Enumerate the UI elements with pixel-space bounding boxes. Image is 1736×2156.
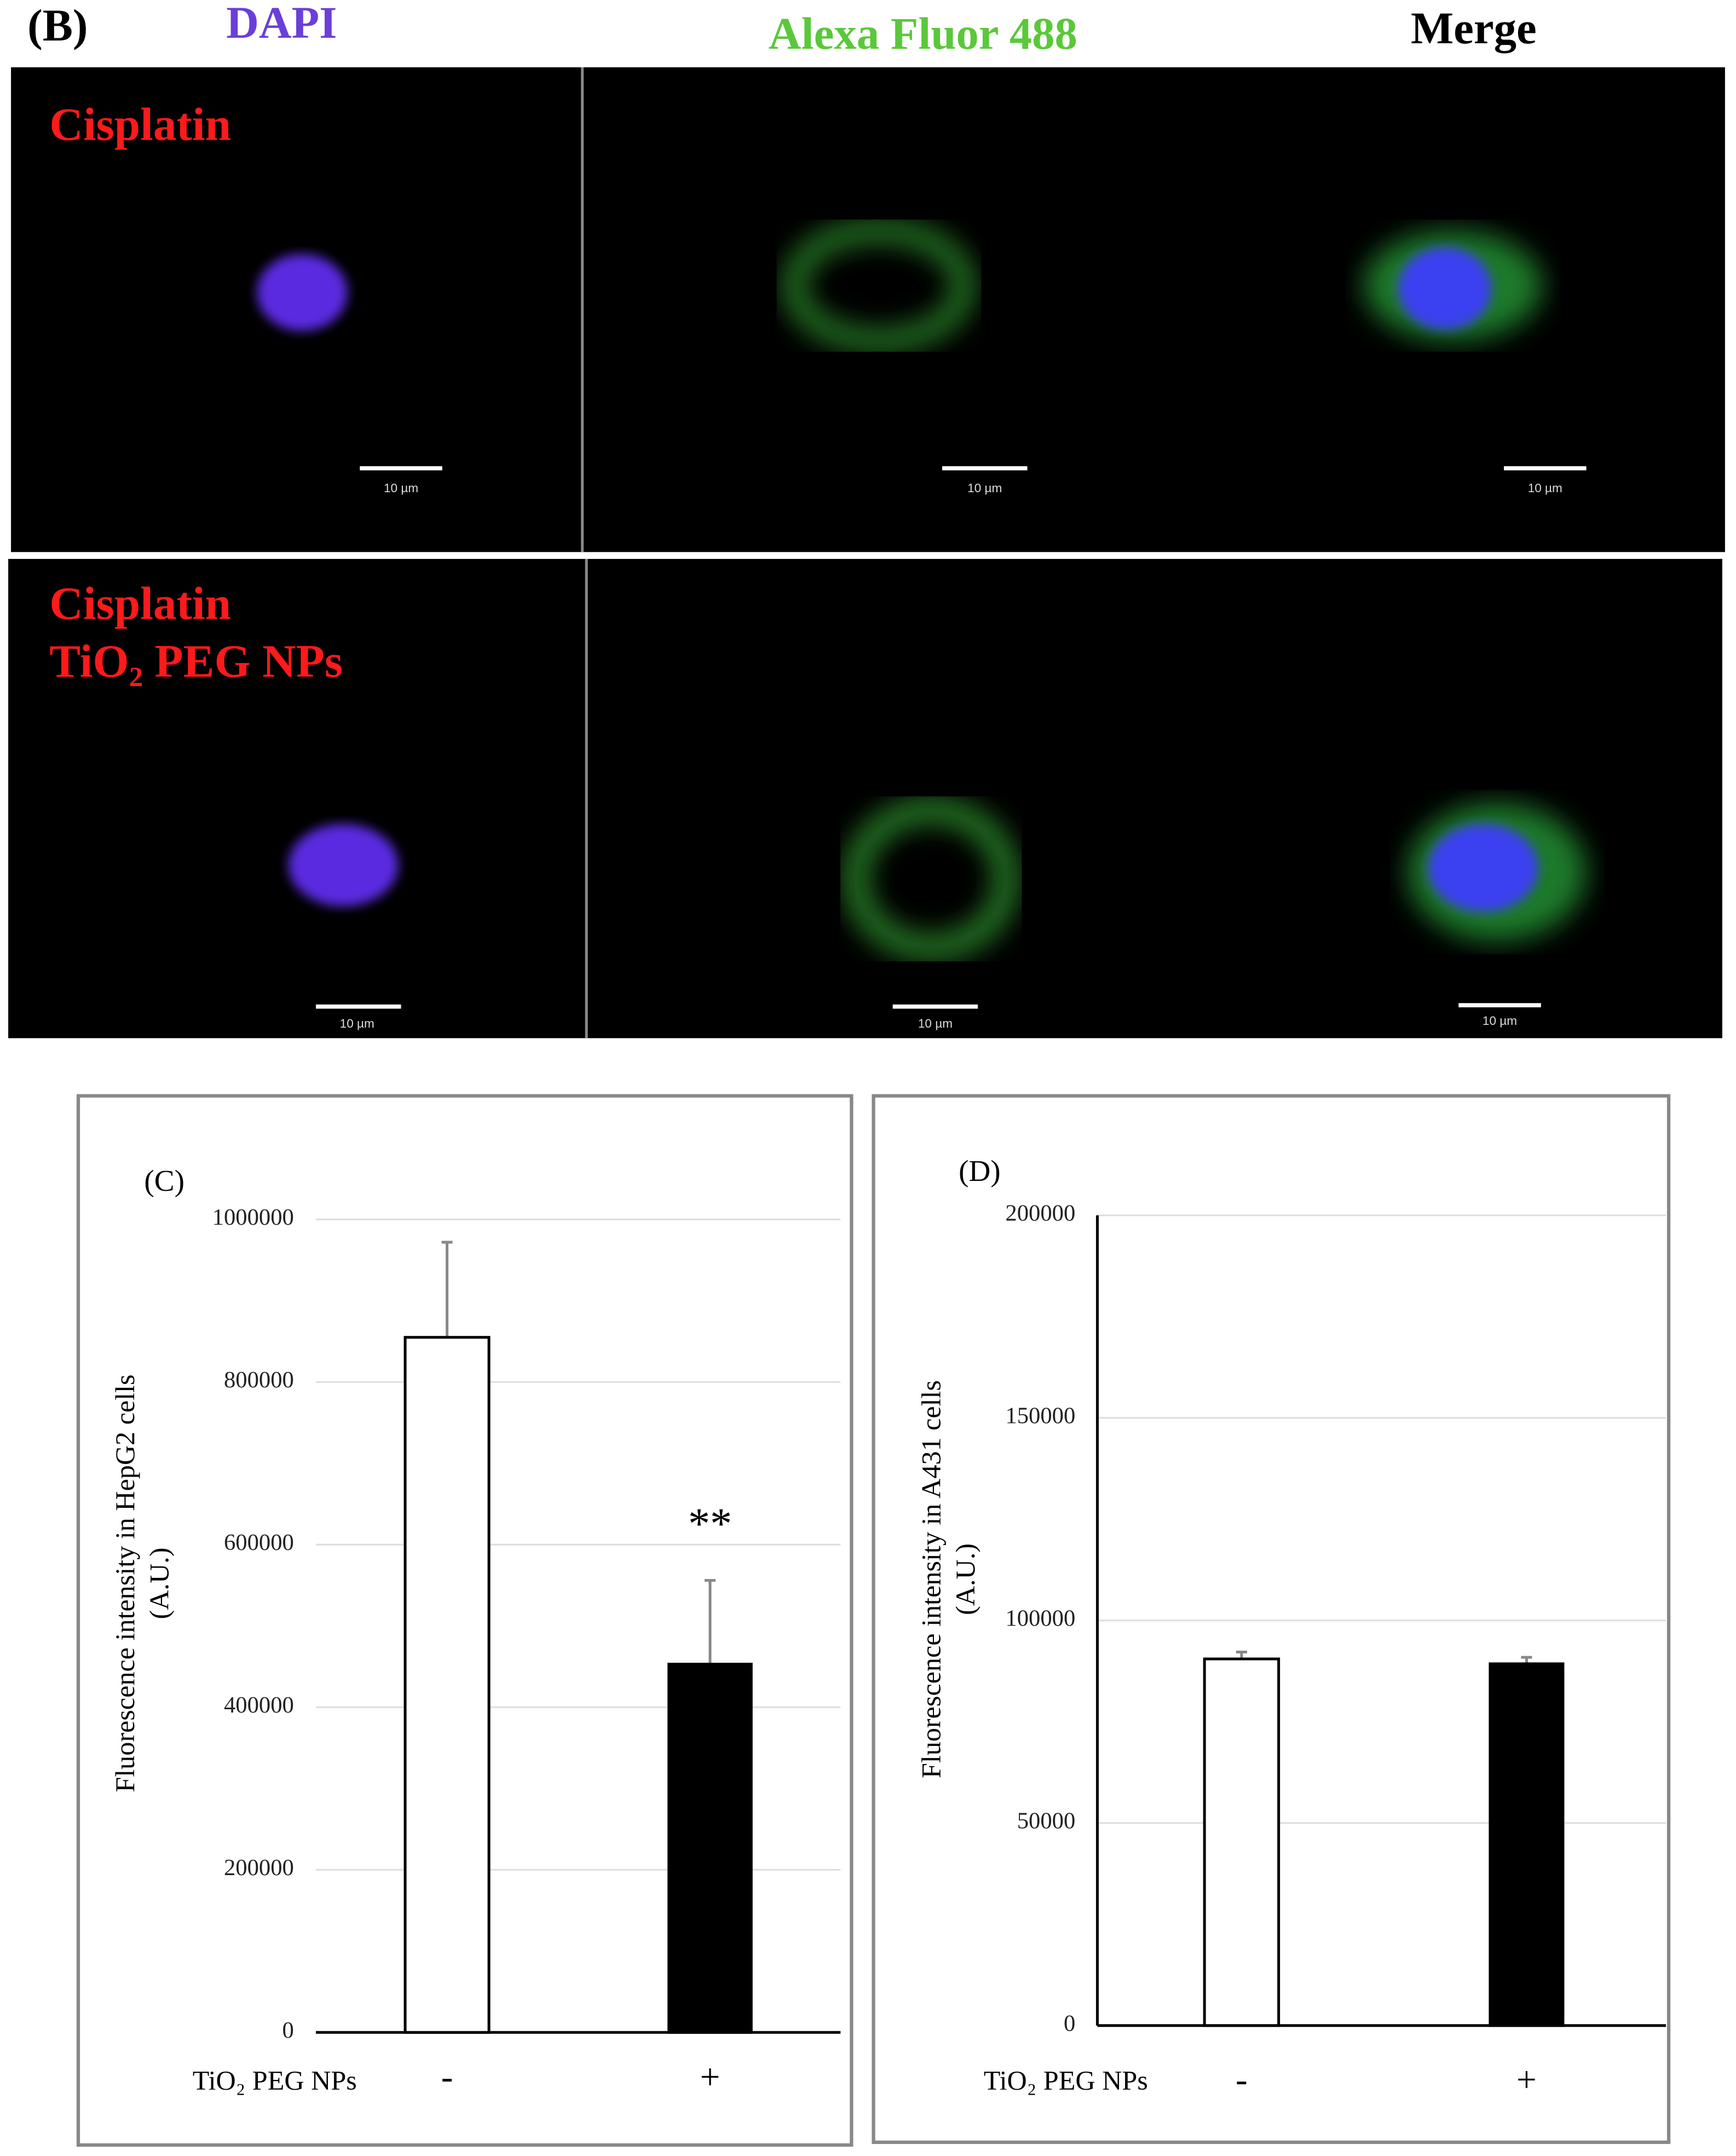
scale-bar-label: 10 µm <box>340 1017 374 1030</box>
column-title: Alexa Fluor 488 <box>769 8 1077 59</box>
image-row <box>8 558 1722 1039</box>
y-tick-label: 1000000 <box>212 1204 294 1230</box>
x-tick-label: + <box>700 2057 720 2097</box>
x-axis-label: TiO₂ PEG NPs <box>984 2065 1148 2096</box>
y-tick-label: 200000 <box>224 1855 294 1881</box>
scale-bar-label: 10 µm <box>1528 481 1562 495</box>
bar <box>403 1336 491 2034</box>
x-axis-label: TiO₂ PEG NPs <box>193 2065 357 2096</box>
scale-bar-label: 10 µm <box>918 1017 953 1030</box>
image-row <box>11 67 1725 552</box>
column-title: DAPI <box>226 0 337 48</box>
bar <box>1489 1662 1565 2027</box>
y-axis-label: Fluorescence intensity in A431 cells <box>915 1380 946 1778</box>
bar <box>1203 1657 1281 2027</box>
chart-frame <box>872 1094 1671 2145</box>
y-tick-label: 150000 <box>1005 1403 1075 1429</box>
panel-label: (D) <box>959 1154 1001 1187</box>
y-tick-label: 0 <box>282 2017 294 2043</box>
column-title: Merge <box>1411 3 1537 53</box>
y-tick-label: 200000 <box>1005 1201 1075 1226</box>
x-tick-label: - <box>1236 2060 1248 2100</box>
y-axis-label: (A.U.) <box>144 1548 175 1619</box>
panel-label: (B) <box>27 0 88 50</box>
scale-bar-label: 10 µm <box>967 481 1002 495</box>
x-tick-label: + <box>1516 2060 1537 2100</box>
chart-frame <box>76 1094 853 2147</box>
annotation: ** <box>688 1500 732 1548</box>
y-tick-label: 400000 <box>224 1692 294 1718</box>
panel-label: (C) <box>144 1164 184 1197</box>
row-label: Cisplatin <box>49 578 231 630</box>
scale-bar-label: 10 µm <box>1483 1014 1517 1028</box>
y-tick-label: 600000 <box>224 1530 294 1555</box>
scale-bar-label: 10 µm <box>384 481 418 495</box>
y-tick-label: 100000 <box>1005 1606 1075 1632</box>
y-axis-label: (A.U.) <box>950 1543 981 1615</box>
y-tick-label: 800000 <box>224 1367 294 1393</box>
row-label: TiO₂ PEG NPs <box>49 636 343 687</box>
bar <box>667 1663 753 2034</box>
y-tick-label: 0 <box>1064 2010 1075 2036</box>
y-tick-label: 50000 <box>1017 1808 1076 1834</box>
row-label: Cisplatin <box>49 99 231 150</box>
x-tick-label: - <box>441 2057 453 2097</box>
y-axis-label: Fluorescence intensity in HepG2 cells <box>109 1374 140 1792</box>
